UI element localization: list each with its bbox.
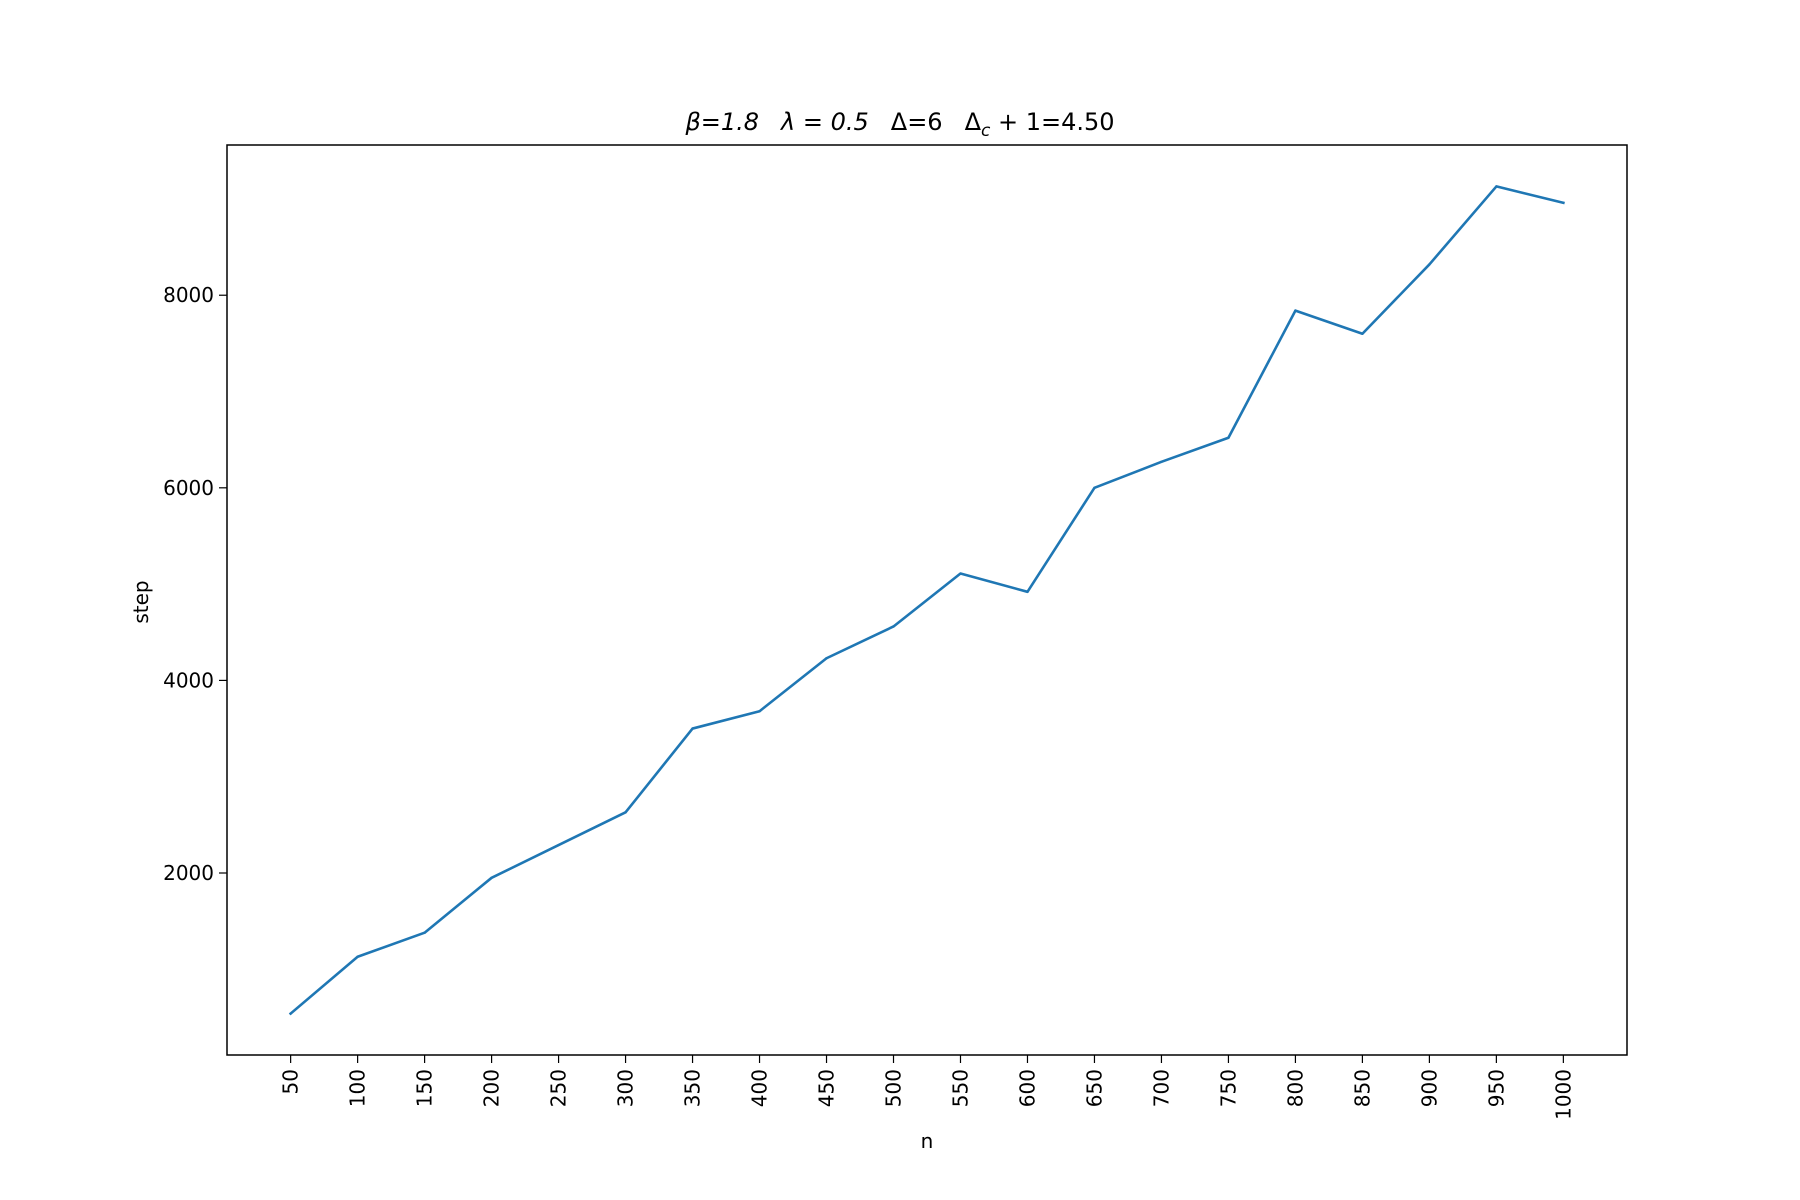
- data-point: [1160, 460, 1163, 464]
- y-axis-ticks: 2000 4000 6000 8000: [163, 283, 227, 885]
- x-tick-label: 300: [614, 1069, 638, 1107]
- data-point: [1361, 332, 1364, 335]
- y-tick-label: 2000: [163, 861, 214, 885]
- data-point: [758, 710, 761, 713]
- x-tick-label: 450: [815, 1069, 839, 1107]
- x-tick-label: 650: [1082, 1069, 1106, 1107]
- x-tick-label: 350: [681, 1069, 705, 1107]
- x-axis-ticks: 50 100 150 200 250 300 350 400 450 500 550 600 650 70…: [279, 1055, 1575, 1120]
- data-point: [825, 657, 828, 660]
- x-tick-label: 550: [948, 1069, 972, 1107]
- data-point: [1294, 309, 1297, 312]
- data-point: [490, 876, 493, 880]
- data-point: [1428, 263, 1431, 266]
- chart-title: β=1.8 λ = 0.5 Δ=6 Δc + 1=4.50: [684, 108, 1114, 141]
- data-point: [289, 1012, 292, 1015]
- data-point: [356, 955, 359, 958]
- data-point: [1227, 436, 1230, 439]
- data-point: [959, 572, 962, 575]
- series-line-0: [288, 185, 1565, 1016]
- x-tick-label: 150: [413, 1069, 437, 1107]
- data-point: [1495, 185, 1498, 188]
- x-tick-label: 400: [748, 1069, 772, 1107]
- x-tick-label: 250: [547, 1069, 571, 1107]
- x-tick-label: 500: [882, 1069, 906, 1107]
- data-point: [892, 625, 895, 628]
- x-axis-label: n: [921, 1129, 934, 1153]
- title-delta-c-sub: c: [981, 121, 991, 141]
- x-tick-label: 50: [279, 1069, 303, 1094]
- plot-area: [226, 144, 1628, 1056]
- y-axis-label: step: [129, 580, 153, 623]
- x-tick-label: 750: [1216, 1069, 1240, 1107]
- title-beta: β=1.8: [684, 108, 759, 136]
- x-tick-label: 850: [1350, 1069, 1374, 1107]
- data-point: [624, 811, 627, 814]
- x-tick-label: 800: [1283, 1069, 1307, 1107]
- x-tick-label: 700: [1149, 1069, 1173, 1107]
- title-lambda: λ = 0.5: [779, 108, 869, 136]
- title-delta-c-rest: + 1=4.50: [990, 108, 1114, 136]
- x-tick-label: 600: [1015, 1069, 1039, 1107]
- y-tick-label: 4000: [163, 668, 214, 692]
- y-tick-label: 6000: [163, 476, 214, 500]
- x-tick-label: 900: [1417, 1069, 1441, 1107]
- title-delta-c-base: Δ: [965, 108, 982, 136]
- data-point: [557, 843, 560, 847]
- title-delta: Δ=6: [891, 108, 943, 136]
- x-tick-label: 950: [1484, 1069, 1508, 1107]
- axes-frame: [226, 144, 1628, 1056]
- data-point: [1026, 590, 1029, 594]
- data-point: [423, 931, 426, 934]
- x-tick-label: 200: [480, 1069, 504, 1107]
- x-tick-label: 100: [346, 1069, 370, 1107]
- data-point: [691, 727, 694, 730]
- x-tick-label: 1000: [1551, 1069, 1575, 1120]
- y-tick-label: 8000: [163, 283, 214, 307]
- data-point: [1562, 201, 1565, 204]
- data-point: [1093, 486, 1096, 490]
